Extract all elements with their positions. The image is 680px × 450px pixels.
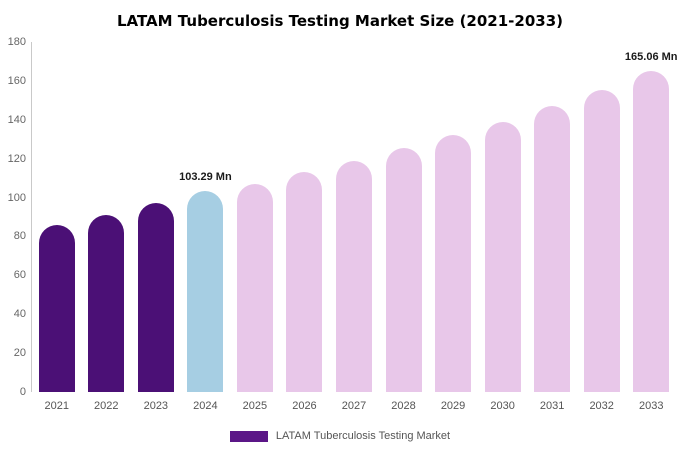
x-tick-label-2028: 2028 [391,400,416,412]
bar-2025 [236,183,273,392]
y-tick-label-80: 80 [13,230,26,243]
y-tick-label-180: 180 [7,36,26,48]
x-tick-label-2025: 2025 [242,400,268,412]
y-tick-label-0: 0 [19,386,26,398]
bar-2033 [633,71,670,392]
bar-2024 [187,191,224,392]
y-axis-line [31,42,32,392]
bar-2030 [484,121,521,392]
bar-2031 [534,106,571,392]
data-label-2033: 165.06 Mn [624,51,678,64]
bar-2027 [336,160,372,392]
bar-2029 [435,135,472,392]
bar-2023 [137,203,174,392]
x-tick-label-2024: 2024 [193,400,218,412]
y-tick-label-100: 100 [7,191,26,204]
x-tick-label-2022: 2022 [94,400,119,412]
x-tick-label-2031: 2031 [539,400,565,412]
x-tick-label-2027: 2027 [341,400,367,412]
bar-2026 [286,172,323,392]
x-tick-label-2029: 2029 [440,400,466,412]
chart-title: LATAM Tuberculosis Testing Market Size (… [116,12,563,30]
x-tick-label-2030: 2030 [490,400,515,412]
y-tick-label-20: 20 [13,347,26,360]
legend-swatch [229,430,268,442]
y-tick-label-120: 120 [7,152,26,165]
x-tick-label-2023: 2023 [143,400,169,412]
legend-label: LATAM Tuberculosis Testing Market [275,430,451,442]
bar-2021 [38,224,75,392]
x-tick-label-2021: 2021 [44,400,69,412]
y-tick-label-60: 60 [13,269,26,282]
x-tick-label-2032: 2032 [589,400,614,412]
bar-2028 [385,147,422,392]
x-tick-label-2026: 2026 [292,400,317,412]
data-label-2024: 103.29 Mn [179,171,232,184]
legend: LATAM Tuberculosis Testing Market [0,430,680,442]
y-tick-label-40: 40 [13,308,26,321]
bar-2022 [88,215,125,392]
y-tick-label-140: 140 [7,113,26,126]
x-tick-label-2033: 2033 [638,400,664,412]
y-tick-label-160: 160 [7,74,26,87]
bar-2032 [583,89,620,392]
